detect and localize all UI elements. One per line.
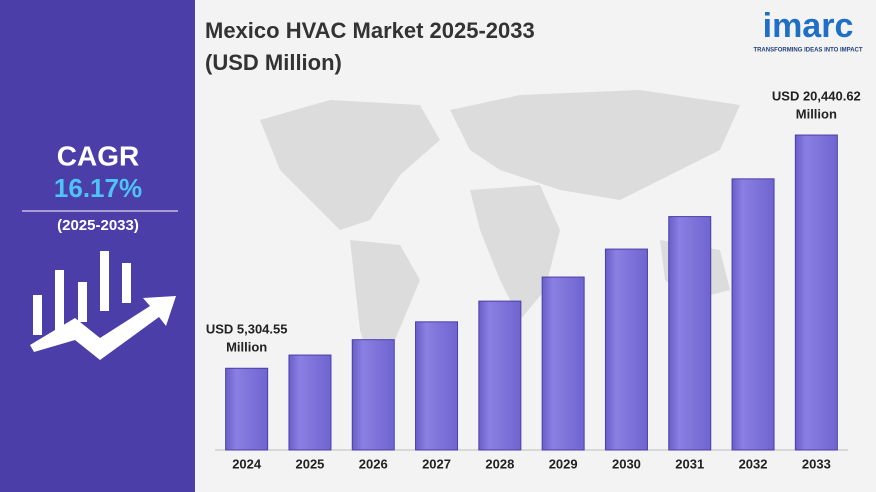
- growth-icon: [30, 251, 176, 360]
- chart-subtitle: (USD Million): [205, 50, 342, 75]
- bar: [415, 321, 459, 451]
- bar: [541, 276, 585, 451]
- annotation: USD 5,304.55: [206, 322, 288, 337]
- bar: [288, 354, 332, 451]
- logo-tagline: TRANSFORMING IDEAS INTO IMPACT: [753, 48, 862, 54]
- x-tick-label: 2025: [295, 456, 324, 471]
- cagr-label: CAGR: [57, 140, 139, 171]
- cagr-period: (2025-2033): [57, 217, 139, 234]
- x-tick-label: 2033: [802, 456, 831, 471]
- bar: [478, 300, 522, 451]
- x-tick-label: 2027: [422, 456, 451, 471]
- bar: [604, 248, 648, 451]
- x-tick-label: 2032: [739, 456, 768, 471]
- bar: [225, 367, 269, 451]
- chart-title: Mexico HVAC Market 2025-2033: [205, 18, 535, 43]
- x-tick-label: 2028: [485, 456, 514, 471]
- cagr-value: 16.17%: [54, 173, 142, 203]
- annotation: Million: [226, 340, 267, 355]
- annotation: USD 20,440.62: [772, 88, 861, 103]
- x-tick-label: 2026: [359, 456, 388, 471]
- x-tick-label: 2024: [232, 456, 262, 471]
- bar: [351, 339, 395, 451]
- x-tick-label: 2029: [549, 456, 578, 471]
- x-tick-label: 2031: [675, 456, 704, 471]
- bar: [668, 216, 712, 451]
- bar: [794, 134, 838, 451]
- annotation: Million: [796, 106, 837, 121]
- bar: [731, 178, 775, 451]
- x-tick-label: 2030: [612, 456, 641, 471]
- sidebar: [0, 0, 195, 492]
- logo: imarc: [763, 7, 854, 45]
